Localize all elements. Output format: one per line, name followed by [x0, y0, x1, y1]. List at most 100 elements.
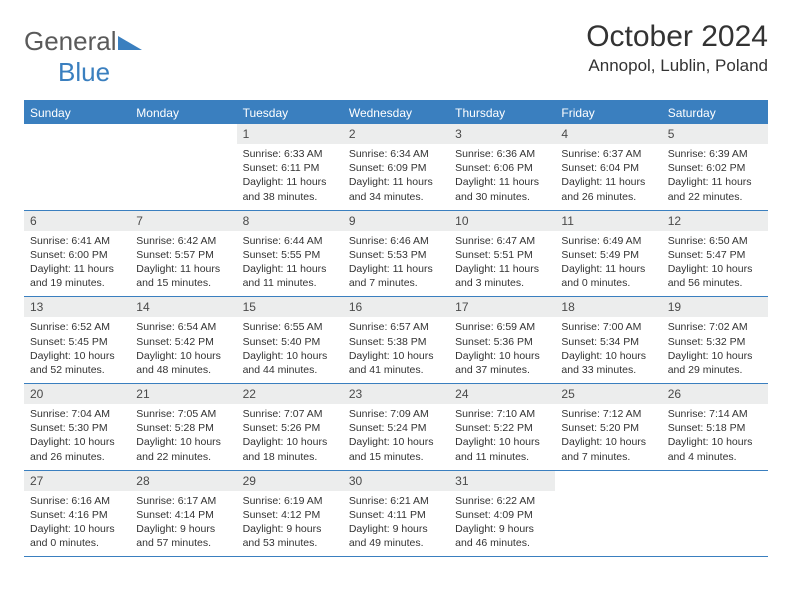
brand-part2: Blue	[58, 57, 110, 87]
brand-text: General Blue	[24, 26, 140, 88]
day-number: 15	[237, 297, 343, 317]
week-row: 20Sunrise: 7:04 AMSunset: 5:30 PMDayligh…	[24, 384, 768, 471]
location-text: Annopol, Lublin, Poland	[586, 56, 768, 76]
day-body: Sunrise: 6:19 AMSunset: 4:12 PMDaylight:…	[237, 491, 343, 557]
day-number: 22	[237, 384, 343, 404]
day-cell: 23Sunrise: 7:09 AMSunset: 5:24 PMDayligh…	[343, 384, 449, 470]
calendar-page: General Blue October 2024 Annopol, Lubli…	[0, 0, 792, 577]
empty-cell	[130, 124, 236, 210]
weekday-header: Sunday	[24, 102, 130, 124]
day-body: Sunrise: 6:52 AMSunset: 5:45 PMDaylight:…	[24, 317, 130, 383]
day-body: Sunrise: 7:04 AMSunset: 5:30 PMDaylight:…	[24, 404, 130, 470]
day-cell: 17Sunrise: 6:59 AMSunset: 5:36 PMDayligh…	[449, 297, 555, 383]
day-body: Sunrise: 6:46 AMSunset: 5:53 PMDaylight:…	[343, 231, 449, 297]
day-body: Sunrise: 6:44 AMSunset: 5:55 PMDaylight:…	[237, 231, 343, 297]
weeks-container: 1Sunrise: 6:33 AMSunset: 6:11 PMDaylight…	[24, 124, 768, 557]
day-cell: 21Sunrise: 7:05 AMSunset: 5:28 PMDayligh…	[130, 384, 236, 470]
day-cell: 15Sunrise: 6:55 AMSunset: 5:40 PMDayligh…	[237, 297, 343, 383]
day-number: 27	[24, 471, 130, 491]
day-number: 1	[237, 124, 343, 144]
day-cell: 7Sunrise: 6:42 AMSunset: 5:57 PMDaylight…	[130, 211, 236, 297]
day-cell: 5Sunrise: 6:39 AMSunset: 6:02 PMDaylight…	[662, 124, 768, 210]
day-body: Sunrise: 7:10 AMSunset: 5:22 PMDaylight:…	[449, 404, 555, 470]
day-number: 16	[343, 297, 449, 317]
day-cell: 26Sunrise: 7:14 AMSunset: 5:18 PMDayligh…	[662, 384, 768, 470]
day-cell: 1Sunrise: 6:33 AMSunset: 6:11 PMDaylight…	[237, 124, 343, 210]
day-number: 19	[662, 297, 768, 317]
day-number: 3	[449, 124, 555, 144]
day-body: Sunrise: 6:49 AMSunset: 5:49 PMDaylight:…	[555, 231, 661, 297]
day-body: Sunrise: 6:21 AMSunset: 4:11 PMDaylight:…	[343, 491, 449, 557]
day-cell: 2Sunrise: 6:34 AMSunset: 6:09 PMDaylight…	[343, 124, 449, 210]
day-cell: 25Sunrise: 7:12 AMSunset: 5:20 PMDayligh…	[555, 384, 661, 470]
day-number: 13	[24, 297, 130, 317]
day-body: Sunrise: 6:36 AMSunset: 6:06 PMDaylight:…	[449, 144, 555, 210]
day-cell: 8Sunrise: 6:44 AMSunset: 5:55 PMDaylight…	[237, 211, 343, 297]
day-body: Sunrise: 6:50 AMSunset: 5:47 PMDaylight:…	[662, 231, 768, 297]
day-cell: 13Sunrise: 6:52 AMSunset: 5:45 PMDayligh…	[24, 297, 130, 383]
day-number: 28	[130, 471, 236, 491]
weekday-header: Wednesday	[343, 102, 449, 124]
day-body: Sunrise: 6:16 AMSunset: 4:16 PMDaylight:…	[24, 491, 130, 557]
day-body: Sunrise: 6:59 AMSunset: 5:36 PMDaylight:…	[449, 317, 555, 383]
day-cell: 9Sunrise: 6:46 AMSunset: 5:53 PMDaylight…	[343, 211, 449, 297]
day-body: Sunrise: 6:55 AMSunset: 5:40 PMDaylight:…	[237, 317, 343, 383]
day-cell: 27Sunrise: 6:16 AMSunset: 4:16 PMDayligh…	[24, 471, 130, 557]
day-number: 5	[662, 124, 768, 144]
week-row: 13Sunrise: 6:52 AMSunset: 5:45 PMDayligh…	[24, 297, 768, 384]
week-row: 27Sunrise: 6:16 AMSunset: 4:16 PMDayligh…	[24, 471, 768, 558]
day-body: Sunrise: 6:39 AMSunset: 6:02 PMDaylight:…	[662, 144, 768, 210]
weekday-header-row: Sunday Monday Tuesday Wednesday Thursday…	[24, 102, 768, 124]
triangle-icon	[118, 34, 142, 50]
day-number: 11	[555, 211, 661, 231]
day-number: 20	[24, 384, 130, 404]
weekday-header: Tuesday	[237, 102, 343, 124]
day-body: Sunrise: 7:07 AMSunset: 5:26 PMDaylight:…	[237, 404, 343, 470]
week-row: 6Sunrise: 6:41 AMSunset: 6:00 PMDaylight…	[24, 211, 768, 298]
day-body: Sunrise: 7:14 AMSunset: 5:18 PMDaylight:…	[662, 404, 768, 470]
day-number: 23	[343, 384, 449, 404]
day-cell: 20Sunrise: 7:04 AMSunset: 5:30 PMDayligh…	[24, 384, 130, 470]
day-cell: 4Sunrise: 6:37 AMSunset: 6:04 PMDaylight…	[555, 124, 661, 210]
day-cell: 16Sunrise: 6:57 AMSunset: 5:38 PMDayligh…	[343, 297, 449, 383]
day-cell: 24Sunrise: 7:10 AMSunset: 5:22 PMDayligh…	[449, 384, 555, 470]
day-body: Sunrise: 6:33 AMSunset: 6:11 PMDaylight:…	[237, 144, 343, 210]
day-number: 17	[449, 297, 555, 317]
day-number: 21	[130, 384, 236, 404]
day-cell: 11Sunrise: 6:49 AMSunset: 5:49 PMDayligh…	[555, 211, 661, 297]
empty-cell	[555, 471, 661, 557]
day-body: Sunrise: 6:41 AMSunset: 6:00 PMDaylight:…	[24, 231, 130, 297]
day-cell: 18Sunrise: 7:00 AMSunset: 5:34 PMDayligh…	[555, 297, 661, 383]
day-number: 14	[130, 297, 236, 317]
title-block: October 2024 Annopol, Lublin, Poland	[586, 20, 768, 76]
day-body: Sunrise: 6:22 AMSunset: 4:09 PMDaylight:…	[449, 491, 555, 557]
day-cell: 10Sunrise: 6:47 AMSunset: 5:51 PMDayligh…	[449, 211, 555, 297]
weekday-header: Thursday	[449, 102, 555, 124]
day-number: 30	[343, 471, 449, 491]
day-body: Sunrise: 6:42 AMSunset: 5:57 PMDaylight:…	[130, 231, 236, 297]
day-body: Sunrise: 6:34 AMSunset: 6:09 PMDaylight:…	[343, 144, 449, 210]
day-number: 29	[237, 471, 343, 491]
day-body: Sunrise: 7:05 AMSunset: 5:28 PMDaylight:…	[130, 404, 236, 470]
day-cell: 29Sunrise: 6:19 AMSunset: 4:12 PMDayligh…	[237, 471, 343, 557]
day-body: Sunrise: 6:54 AMSunset: 5:42 PMDaylight:…	[130, 317, 236, 383]
day-number: 12	[662, 211, 768, 231]
day-number: 10	[449, 211, 555, 231]
day-cell: 19Sunrise: 7:02 AMSunset: 5:32 PMDayligh…	[662, 297, 768, 383]
day-cell: 22Sunrise: 7:07 AMSunset: 5:26 PMDayligh…	[237, 384, 343, 470]
day-body: Sunrise: 6:17 AMSunset: 4:14 PMDaylight:…	[130, 491, 236, 557]
day-number: 7	[130, 211, 236, 231]
day-cell: 6Sunrise: 6:41 AMSunset: 6:00 PMDaylight…	[24, 211, 130, 297]
day-number: 9	[343, 211, 449, 231]
day-body: Sunrise: 6:37 AMSunset: 6:04 PMDaylight:…	[555, 144, 661, 210]
day-number: 4	[555, 124, 661, 144]
day-cell: 28Sunrise: 6:17 AMSunset: 4:14 PMDayligh…	[130, 471, 236, 557]
day-body: Sunrise: 7:12 AMSunset: 5:20 PMDaylight:…	[555, 404, 661, 470]
header: General Blue October 2024 Annopol, Lubli…	[24, 20, 768, 88]
day-number: 31	[449, 471, 555, 491]
day-cell: 31Sunrise: 6:22 AMSunset: 4:09 PMDayligh…	[449, 471, 555, 557]
day-body: Sunrise: 7:02 AMSunset: 5:32 PMDaylight:…	[662, 317, 768, 383]
day-number: 2	[343, 124, 449, 144]
day-cell: 14Sunrise: 6:54 AMSunset: 5:42 PMDayligh…	[130, 297, 236, 383]
day-number: 26	[662, 384, 768, 404]
